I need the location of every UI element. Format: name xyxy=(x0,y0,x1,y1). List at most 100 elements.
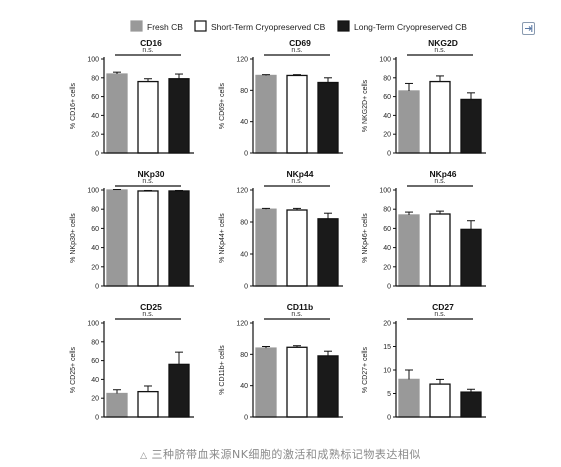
y-tick-label: 20 xyxy=(383,264,391,271)
legend-label: Fresh CB xyxy=(147,22,183,32)
y-tick-label: 60 xyxy=(383,226,391,233)
y-tick-label: 20 xyxy=(383,132,391,139)
y-axis-label: % CD25+ cells xyxy=(70,346,77,393)
panel-nkp46: NKp46 % NKp46+ cells 0 20 40 60 80 100 n.s. xyxy=(362,169,486,291)
bar xyxy=(317,218,339,287)
y-tick-label: 0 xyxy=(244,151,248,158)
y-tick-label: 5 xyxy=(387,391,391,398)
y-tick-label: 120 xyxy=(236,57,248,64)
bar xyxy=(168,78,190,154)
y-axis-label: % CD27+ cells xyxy=(362,346,369,393)
y-tick-label: 20 xyxy=(91,132,99,139)
y-tick-label: 0 xyxy=(244,284,248,291)
y-tick-label: 100 xyxy=(87,321,99,328)
legend: Fresh CB Short-Term Cryopreserved CB Long-… xyxy=(130,20,467,32)
significance-label: n.s. xyxy=(291,47,302,54)
bar xyxy=(398,214,420,287)
y-tick-label: 80 xyxy=(91,75,99,82)
significance-label: n.s. xyxy=(142,47,153,54)
y-tick-label: 60 xyxy=(383,94,391,101)
y-tick-label: 60 xyxy=(91,358,99,365)
figure-caption: △ 三种脐带血来源NK细胞的激活和成熟标记物表达相似 xyxy=(0,446,561,462)
y-tick-label: 0 xyxy=(95,415,99,422)
legend-swatch xyxy=(337,20,350,32)
bar xyxy=(286,346,308,418)
significance-label: n.s. xyxy=(142,311,153,318)
y-tick-label: 60 xyxy=(91,94,99,101)
bar xyxy=(460,391,482,418)
significance-label: n.s. xyxy=(434,47,445,54)
bar xyxy=(137,190,159,287)
bar xyxy=(286,209,308,287)
legend-label: Short-Term Cryopreserved CB xyxy=(211,22,326,32)
bar xyxy=(255,208,277,287)
y-axis-label: % CD11b+ cells xyxy=(219,345,226,395)
panel-title: CD69 xyxy=(289,38,311,48)
y-axis-label: % NKG2D+ cells xyxy=(362,79,369,132)
y-tick-label: 10 xyxy=(383,368,391,375)
panel-nkg2d: NKG2D % NKG2D+ cells 0 20 40 60 80 100 n.s. xyxy=(362,38,486,158)
y-tick-label: 80 xyxy=(240,220,248,227)
y-tick-label: 100 xyxy=(87,57,99,64)
y-tick-label: 20 xyxy=(91,264,99,271)
y-tick-label: 80 xyxy=(91,207,99,214)
y-tick-label: 40 xyxy=(240,383,248,390)
y-tick-label: 100 xyxy=(379,57,391,64)
panel-title: NKp30 xyxy=(138,169,165,179)
panel-title: NKp44 xyxy=(287,169,314,179)
y-tick-label: 120 xyxy=(236,188,248,195)
significance-label: n.s. xyxy=(291,178,302,185)
legend-swatch xyxy=(194,20,207,32)
y-tick-label: 80 xyxy=(383,75,391,82)
panel-cd69: CD69 % CD69+ cells 0 40 80 120 n.s. xyxy=(219,38,343,158)
y-tick-label: 100 xyxy=(87,188,99,195)
significance-label: n.s. xyxy=(434,311,445,318)
bar xyxy=(429,213,451,287)
significance-label: n.s. xyxy=(142,178,153,185)
y-axis-label: % NKp30+ cells xyxy=(70,213,77,263)
y-tick-label: 15 xyxy=(383,344,391,351)
y-tick-label: 40 xyxy=(383,113,391,120)
triangle-icon: △ xyxy=(140,451,148,461)
panel-title: CD27 xyxy=(432,302,454,312)
bar xyxy=(317,355,339,418)
bar xyxy=(398,90,420,154)
y-tick-label: 0 xyxy=(244,415,248,422)
panel-nkp30: NKp30 % NKp30+ cells 0 20 40 60 80 100 n.s. xyxy=(70,169,194,291)
y-tick-label: 40 xyxy=(240,252,248,259)
y-tick-label: 0 xyxy=(95,284,99,291)
legend-swatch xyxy=(130,20,143,32)
bar xyxy=(106,392,128,418)
bar xyxy=(398,378,420,418)
y-tick-label: 80 xyxy=(91,339,99,346)
y-tick-label: 120 xyxy=(236,321,248,328)
panel-title: CD11b xyxy=(287,302,313,312)
y-tick-label: 40 xyxy=(240,119,248,126)
bar xyxy=(168,363,190,418)
bar xyxy=(286,74,308,154)
y-tick-label: 40 xyxy=(383,245,391,252)
panel-cd11b: CD11b % CD11b+ cells 0 40 80 120 n.s. xyxy=(219,302,343,422)
y-tick-label: 0 xyxy=(387,415,391,422)
caption-text: 三种脐带血来源NK细胞的激活和成熟标记物表达相似 xyxy=(151,448,421,461)
bar xyxy=(106,189,128,287)
panel-cd27: CD27 % CD27+ cells 0 5 10 15 20 n.s. xyxy=(362,302,486,422)
bar xyxy=(429,383,451,418)
y-axis-label: % NKp44+ cells xyxy=(219,213,226,263)
export-icon xyxy=(525,25,533,32)
y-tick-label: 80 xyxy=(240,352,248,359)
export-button[interactable] xyxy=(522,22,535,35)
y-tick-label: 80 xyxy=(383,207,391,214)
legend-label: Long-Term Cryopreserved CB xyxy=(354,22,467,32)
significance-label: n.s. xyxy=(291,311,302,318)
bar xyxy=(168,190,190,287)
bar xyxy=(255,347,277,418)
y-tick-label: 60 xyxy=(91,226,99,233)
y-tick-label: 0 xyxy=(387,284,391,291)
y-axis-label: % NKp46+ cells xyxy=(362,213,369,263)
panel-title: NKp46 xyxy=(430,169,457,179)
panel-nkp44: NKp44 % NKp44+ cells 0 40 80 120 n.s. xyxy=(219,169,343,291)
y-tick-label: 80 xyxy=(240,88,248,95)
